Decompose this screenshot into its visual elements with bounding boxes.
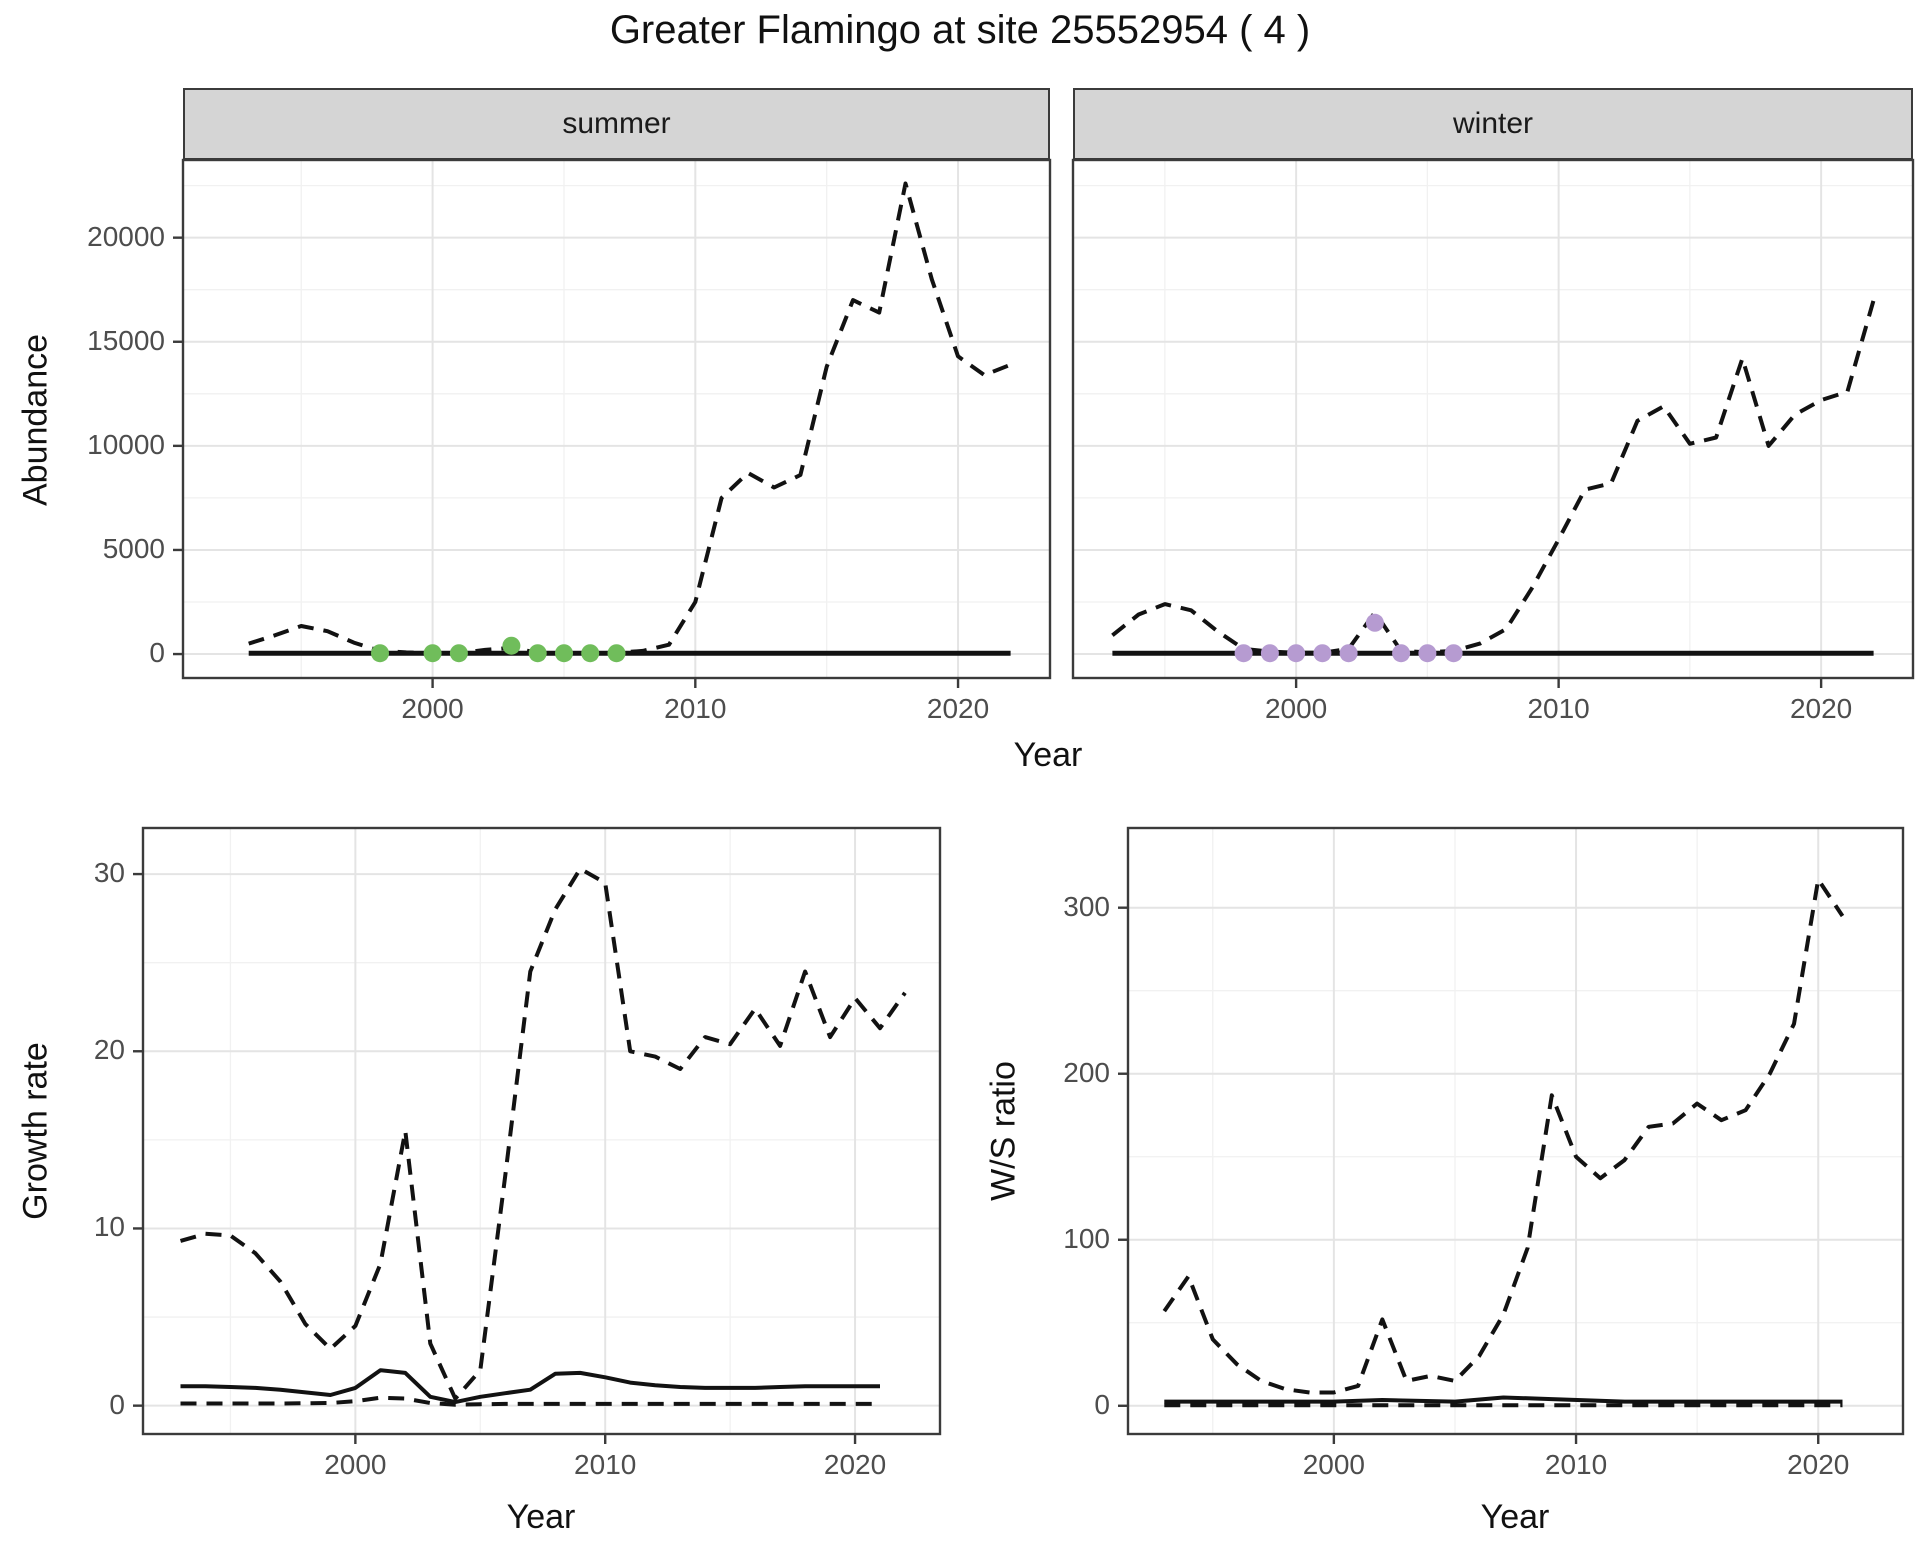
ws-solid <box>1164 1395 1843 1404</box>
growth-rate-axis-title: Growth rate <box>16 1042 55 1220</box>
ws-ratio-panel <box>1118 826 1905 1444</box>
winter-survey-points <box>1418 644 1437 663</box>
lower-ci-dashed <box>180 1395 880 1407</box>
ws-year-axis-title: Year <box>1480 1498 1550 1536</box>
x-tick-label: 2010 <box>574 1449 637 1480</box>
y-tick-label: 20000 <box>87 220 165 252</box>
facet-strip-summer: summer <box>183 88 1050 160</box>
y-tick-label: 10 <box>93 1211 125 1243</box>
summer-survey-points <box>423 644 442 663</box>
winter-survey-points <box>1339 644 1358 663</box>
upper-ci-dashed <box>179 866 907 1401</box>
winter-survey-points <box>1313 644 1332 663</box>
growth-year-axis-title: Year <box>506 1498 576 1536</box>
y-tick-label: 5000 <box>102 532 165 564</box>
facet-strip-winter-label: winter <box>1452 107 1534 140</box>
y-tick-label: 10000 <box>87 428 165 460</box>
x-tick-label: 2020 <box>926 693 990 724</box>
x-tick-label: 2000 <box>1264 693 1328 724</box>
x-tick-label: 2020 <box>823 1449 887 1480</box>
x-tick-label: 2010 <box>664 693 727 724</box>
y-tick-label: 0 <box>149 637 165 669</box>
summer-survey-points <box>371 644 389 663</box>
y-tick-label: 15000 <box>87 324 165 356</box>
summer-survey-points <box>449 644 468 663</box>
y-tick-label: 20 <box>93 1034 125 1066</box>
growth-rate-panel <box>133 826 942 1444</box>
y-tick-label: 30 <box>93 857 125 889</box>
winter-survey-points <box>1287 644 1306 663</box>
page-title: Greater Flamingo at site 25552954 ( 4 ) <box>609 8 1311 52</box>
y-tick-label: 0 <box>109 1388 125 1420</box>
summer-abundance-panel <box>173 158 1052 688</box>
facet-strip-winter: winter <box>1073 88 1913 160</box>
x-tick-label: 2000 <box>1302 1449 1365 1480</box>
y-tick-label: 300 <box>1063 890 1110 922</box>
top-year-axis-title: Year <box>1013 736 1083 774</box>
summer-survey-points <box>581 644 600 663</box>
y-tick-label: 100 <box>1063 1222 1110 1254</box>
summer-survey-points <box>502 636 521 655</box>
winter-survey-points <box>1234 644 1253 663</box>
summer-survey-points <box>555 644 573 663</box>
growth-rate-solid <box>180 1368 880 1405</box>
x-tick-label: 2020 <box>1787 1449 1850 1480</box>
y-tick-label: 200 <box>1063 1056 1110 1088</box>
x-tick-label: 2020 <box>1789 693 1853 724</box>
x-tick-label: 2010 <box>1544 1449 1608 1480</box>
winter-survey-points <box>1260 644 1279 663</box>
x-tick-label: 2000 <box>324 1449 387 1480</box>
winter-survey-points <box>1444 644 1463 663</box>
winter-survey-points <box>1392 644 1411 663</box>
summer-survey-points <box>528 644 547 663</box>
winter-abundance-panel <box>1071 158 1915 688</box>
x-tick-label: 2000 <box>401 693 464 724</box>
observed-count-dashed <box>1111 299 1876 655</box>
y-tick-label: 0 <box>1094 1388 1110 1420</box>
summer-survey-points <box>607 644 626 663</box>
abundance-axis-title: Abundance <box>16 333 55 507</box>
x-tick-label: 2010 <box>1527 693 1590 724</box>
ws-ratio-dashed <box>1162 877 1845 1395</box>
facet-strip-summer-label: summer <box>562 107 671 140</box>
winter-survey-points <box>1365 613 1384 632</box>
